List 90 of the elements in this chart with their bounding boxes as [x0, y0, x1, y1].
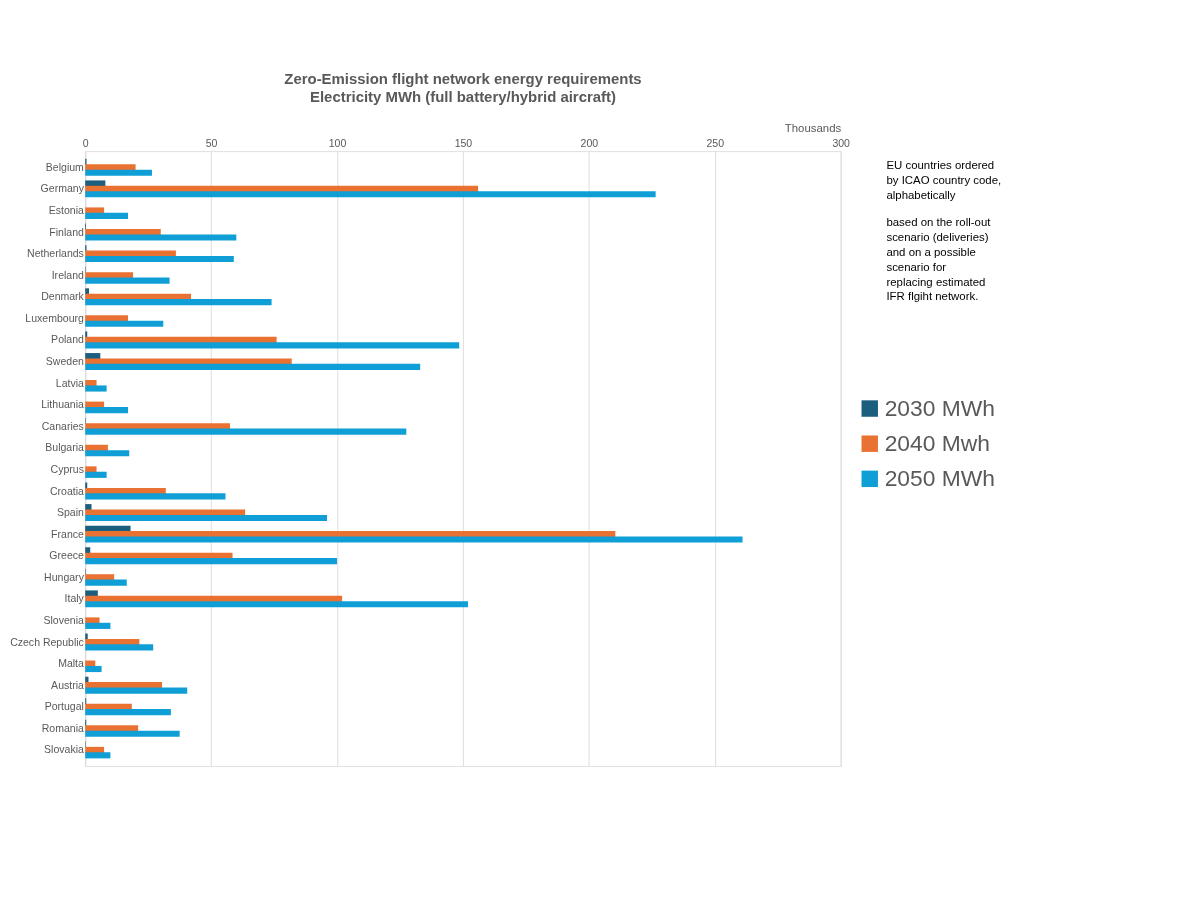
bar [85, 709, 171, 716]
bar [85, 617, 100, 624]
text: based on the roll-out scenario (deliveries) and on a possible scenario for replacing estimated IFR flgiht network. [886, 215, 992, 303]
bar [85, 730, 180, 737]
y-tick-label: Netherlands [27, 247, 84, 260]
x-tick-label: 200 [580, 137, 599, 150]
y-tick-label: Czech Republic [10, 635, 84, 648]
y-tick-label: Canaries [41, 419, 84, 432]
bar [85, 574, 115, 581]
bar [85, 407, 129, 414]
y-tick-label: Luxembourg [25, 311, 85, 324]
bar [85, 558, 338, 565]
x-tick-label: 0 [82, 137, 89, 150]
y-tick-label: Romania [41, 721, 85, 734]
y-tick-label: Poland [51, 333, 85, 346]
bar [85, 423, 231, 430]
bar [85, 471, 107, 478]
bar [85, 207, 105, 214]
bar [85, 687, 188, 694]
x-axis-title: Thousands [784, 122, 842, 135]
text: EU countries ordered by ICAO country code, alphabetically [886, 158, 1002, 201]
y-tick-label: Denmark [41, 290, 85, 303]
bar [85, 682, 163, 689]
chart-subtitle: Electricity MWh (full battery/hybrid aircraft) [310, 87, 616, 105]
bar [85, 504, 92, 511]
y-tick-label: Lithuania [41, 398, 85, 411]
bar [85, 180, 106, 187]
bar [85, 234, 237, 241]
chart-title: Zero-Emission flight network energy requirements [284, 70, 642, 88]
bar [85, 536, 743, 543]
x-tick-label: 250 [706, 137, 725, 150]
legend-label: 2050 MWh [884, 464, 996, 491]
bar [85, 752, 111, 759]
y-tick-label: Slovakia [44, 743, 85, 756]
y-tick-label: Croatia [49, 484, 85, 497]
y-tick-label: Latvia [55, 376, 85, 389]
y-tick-label: Malta [58, 657, 85, 670]
legend-label: 2030 MWh [884, 394, 996, 421]
y-tick-label: Bulgaria [45, 441, 85, 454]
y-tick-label: Austria [51, 678, 85, 691]
bar [85, 363, 421, 370]
y-tick-label: Cyprus [50, 462, 84, 475]
bar [85, 590, 98, 597]
bar [85, 255, 234, 263]
bar [85, 320, 164, 327]
y-tick-label: Hungary [44, 570, 85, 583]
bar [85, 272, 134, 279]
bar [85, 644, 154, 651]
bar [85, 385, 107, 392]
x-tick-label: 150 [454, 137, 473, 150]
y-tick-label: Finland [49, 225, 85, 238]
y-tick-label: Estonia [48, 203, 85, 216]
bar [85, 450, 130, 457]
bar [85, 514, 327, 522]
bar [85, 493, 226, 500]
bar [85, 164, 136, 171]
bar [85, 342, 460, 349]
bar [85, 299, 272, 306]
bar [85, 428, 407, 435]
bar [85, 277, 170, 284]
legend-label: 2040 Mwh [884, 429, 990, 456]
bar [85, 509, 246, 516]
bar [85, 169, 152, 176]
y-tick-label: Slovenia [43, 613, 85, 626]
bar [85, 315, 129, 322]
bar [85, 622, 111, 629]
bar [85, 547, 91, 554]
y-tick-label: Germany [40, 182, 85, 195]
bar [85, 725, 139, 732]
bar [85, 466, 97, 473]
x-tick-label: 100 [328, 137, 347, 150]
bar [85, 288, 89, 295]
bar [85, 665, 102, 673]
bar [85, 601, 469, 608]
x-tick-label: 300 [832, 137, 851, 150]
bar [85, 191, 656, 198]
bar [85, 331, 88, 338]
y-tick-label: Portugal [44, 700, 84, 713]
y-tick-label: France [51, 527, 85, 540]
bar [85, 579, 127, 586]
bar [85, 212, 129, 219]
y-tick-label: Belgium [45, 160, 85, 173]
x-tick-label: 50 [205, 137, 218, 150]
y-tick-label: Sweden [45, 355, 85, 368]
y-tick-label: Italy [64, 592, 85, 605]
bar [85, 633, 88, 640]
bar [85, 358, 292, 365]
y-tick-label: Ireland [51, 268, 85, 281]
y-tick-label: Greece [49, 549, 85, 562]
y-tick-label: Spain [56, 506, 85, 519]
